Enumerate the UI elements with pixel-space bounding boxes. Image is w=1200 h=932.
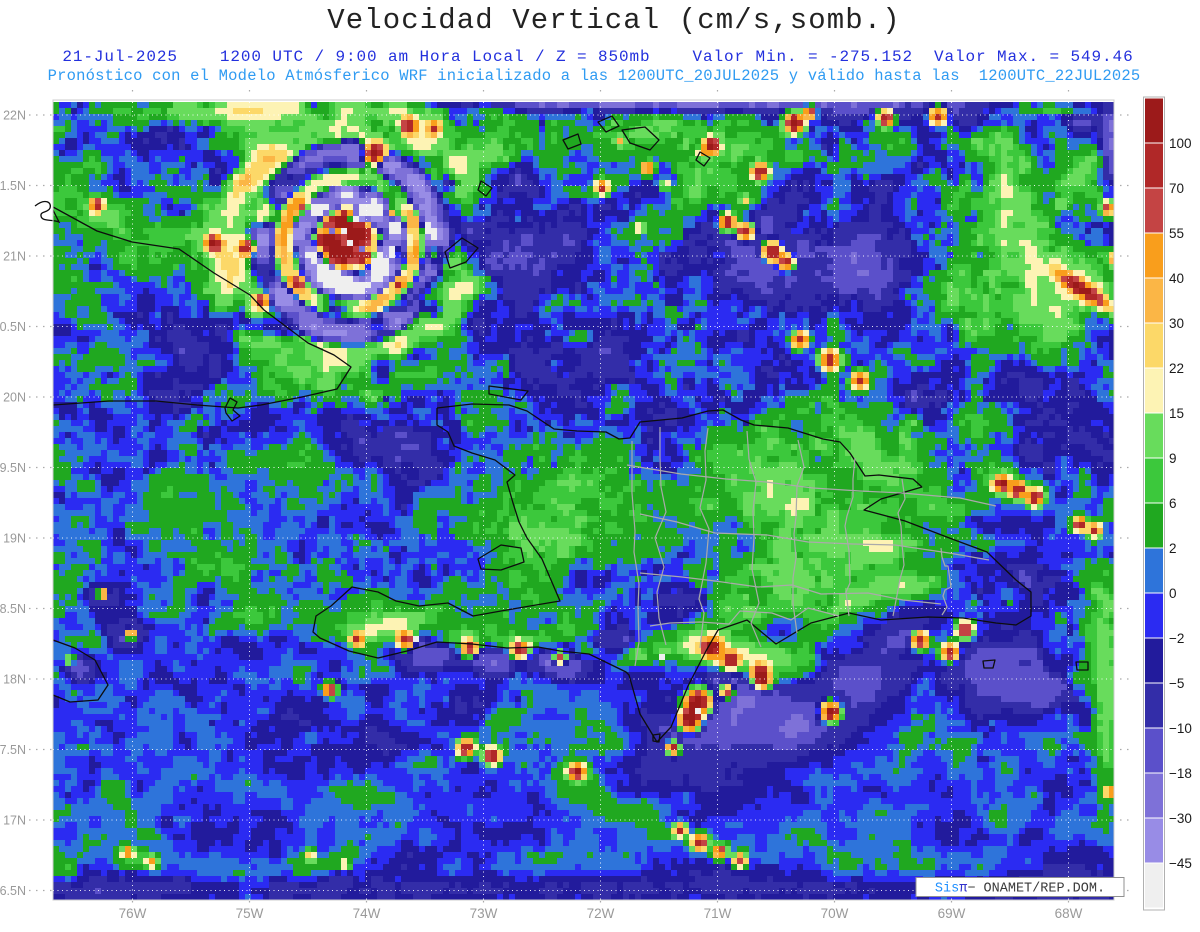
svg-text:71W: 71W — [704, 906, 732, 921]
svg-text:75W: 75W — [236, 906, 264, 921]
svg-text:−18: −18 — [1169, 766, 1192, 781]
svg-text:1.5N: 1.5N — [0, 179, 26, 193]
svg-text:0.5N: 0.5N — [0, 320, 26, 334]
svg-text:72W: 72W — [587, 906, 615, 921]
svg-text:19N: 19N — [3, 532, 26, 546]
svg-text:−5: −5 — [1169, 676, 1184, 691]
svg-text:70W: 70W — [821, 906, 849, 921]
svg-text:100: 100 — [1169, 136, 1192, 151]
svg-text:−10: −10 — [1169, 721, 1192, 736]
svg-text:9: 9 — [1169, 451, 1177, 466]
svg-text:18N: 18N — [3, 673, 26, 687]
svg-text:76W: 76W — [119, 906, 147, 921]
svg-text:21N: 21N — [3, 250, 26, 264]
svg-text:55: 55 — [1169, 226, 1184, 241]
svg-text:Sisπ− ONAMET/REP.DOM.: Sisπ− ONAMET/REP.DOM. — [935, 882, 1105, 897]
svg-text:−2: −2 — [1169, 631, 1184, 646]
svg-text:17N: 17N — [3, 814, 26, 828]
svg-text:Pronóstico con el Modelo Atmós: Pronóstico con el Modelo Atmósferico WRF… — [48, 67, 1141, 85]
svg-text:21-Jul-2025 1200 UTC / 9:00: 21-Jul-2025 1200 UTC / 9:00 am Hora Loca… — [62, 48, 1133, 66]
svg-text:−30: −30 — [1169, 811, 1192, 826]
svg-text:73W: 73W — [470, 906, 498, 921]
svg-text:2: 2 — [1169, 541, 1177, 556]
svg-text:30: 30 — [1169, 316, 1184, 331]
svg-text:6.5N: 6.5N — [0, 884, 26, 898]
svg-text:22: 22 — [1169, 361, 1184, 376]
svg-text:9.5N: 9.5N — [0, 461, 26, 475]
svg-text:Velocidad Vertical (cm/s,somb.: Velocidad Vertical (cm/s,somb.) — [327, 4, 901, 37]
svg-text:40: 40 — [1169, 271, 1184, 286]
svg-text:22N: 22N — [3, 109, 26, 123]
svg-text:69W: 69W — [938, 906, 966, 921]
svg-text:7.5N: 7.5N — [0, 743, 26, 757]
svg-text:8.5N: 8.5N — [0, 602, 26, 616]
svg-text:6: 6 — [1169, 496, 1177, 511]
svg-text:20N: 20N — [3, 391, 26, 405]
svg-text:68W: 68W — [1055, 906, 1083, 921]
svg-text:74W: 74W — [353, 906, 381, 921]
svg-text:0: 0 — [1169, 586, 1177, 601]
svg-text:15: 15 — [1169, 406, 1184, 421]
svg-text:70: 70 — [1169, 181, 1184, 196]
svg-text:−45: −45 — [1169, 856, 1192, 871]
